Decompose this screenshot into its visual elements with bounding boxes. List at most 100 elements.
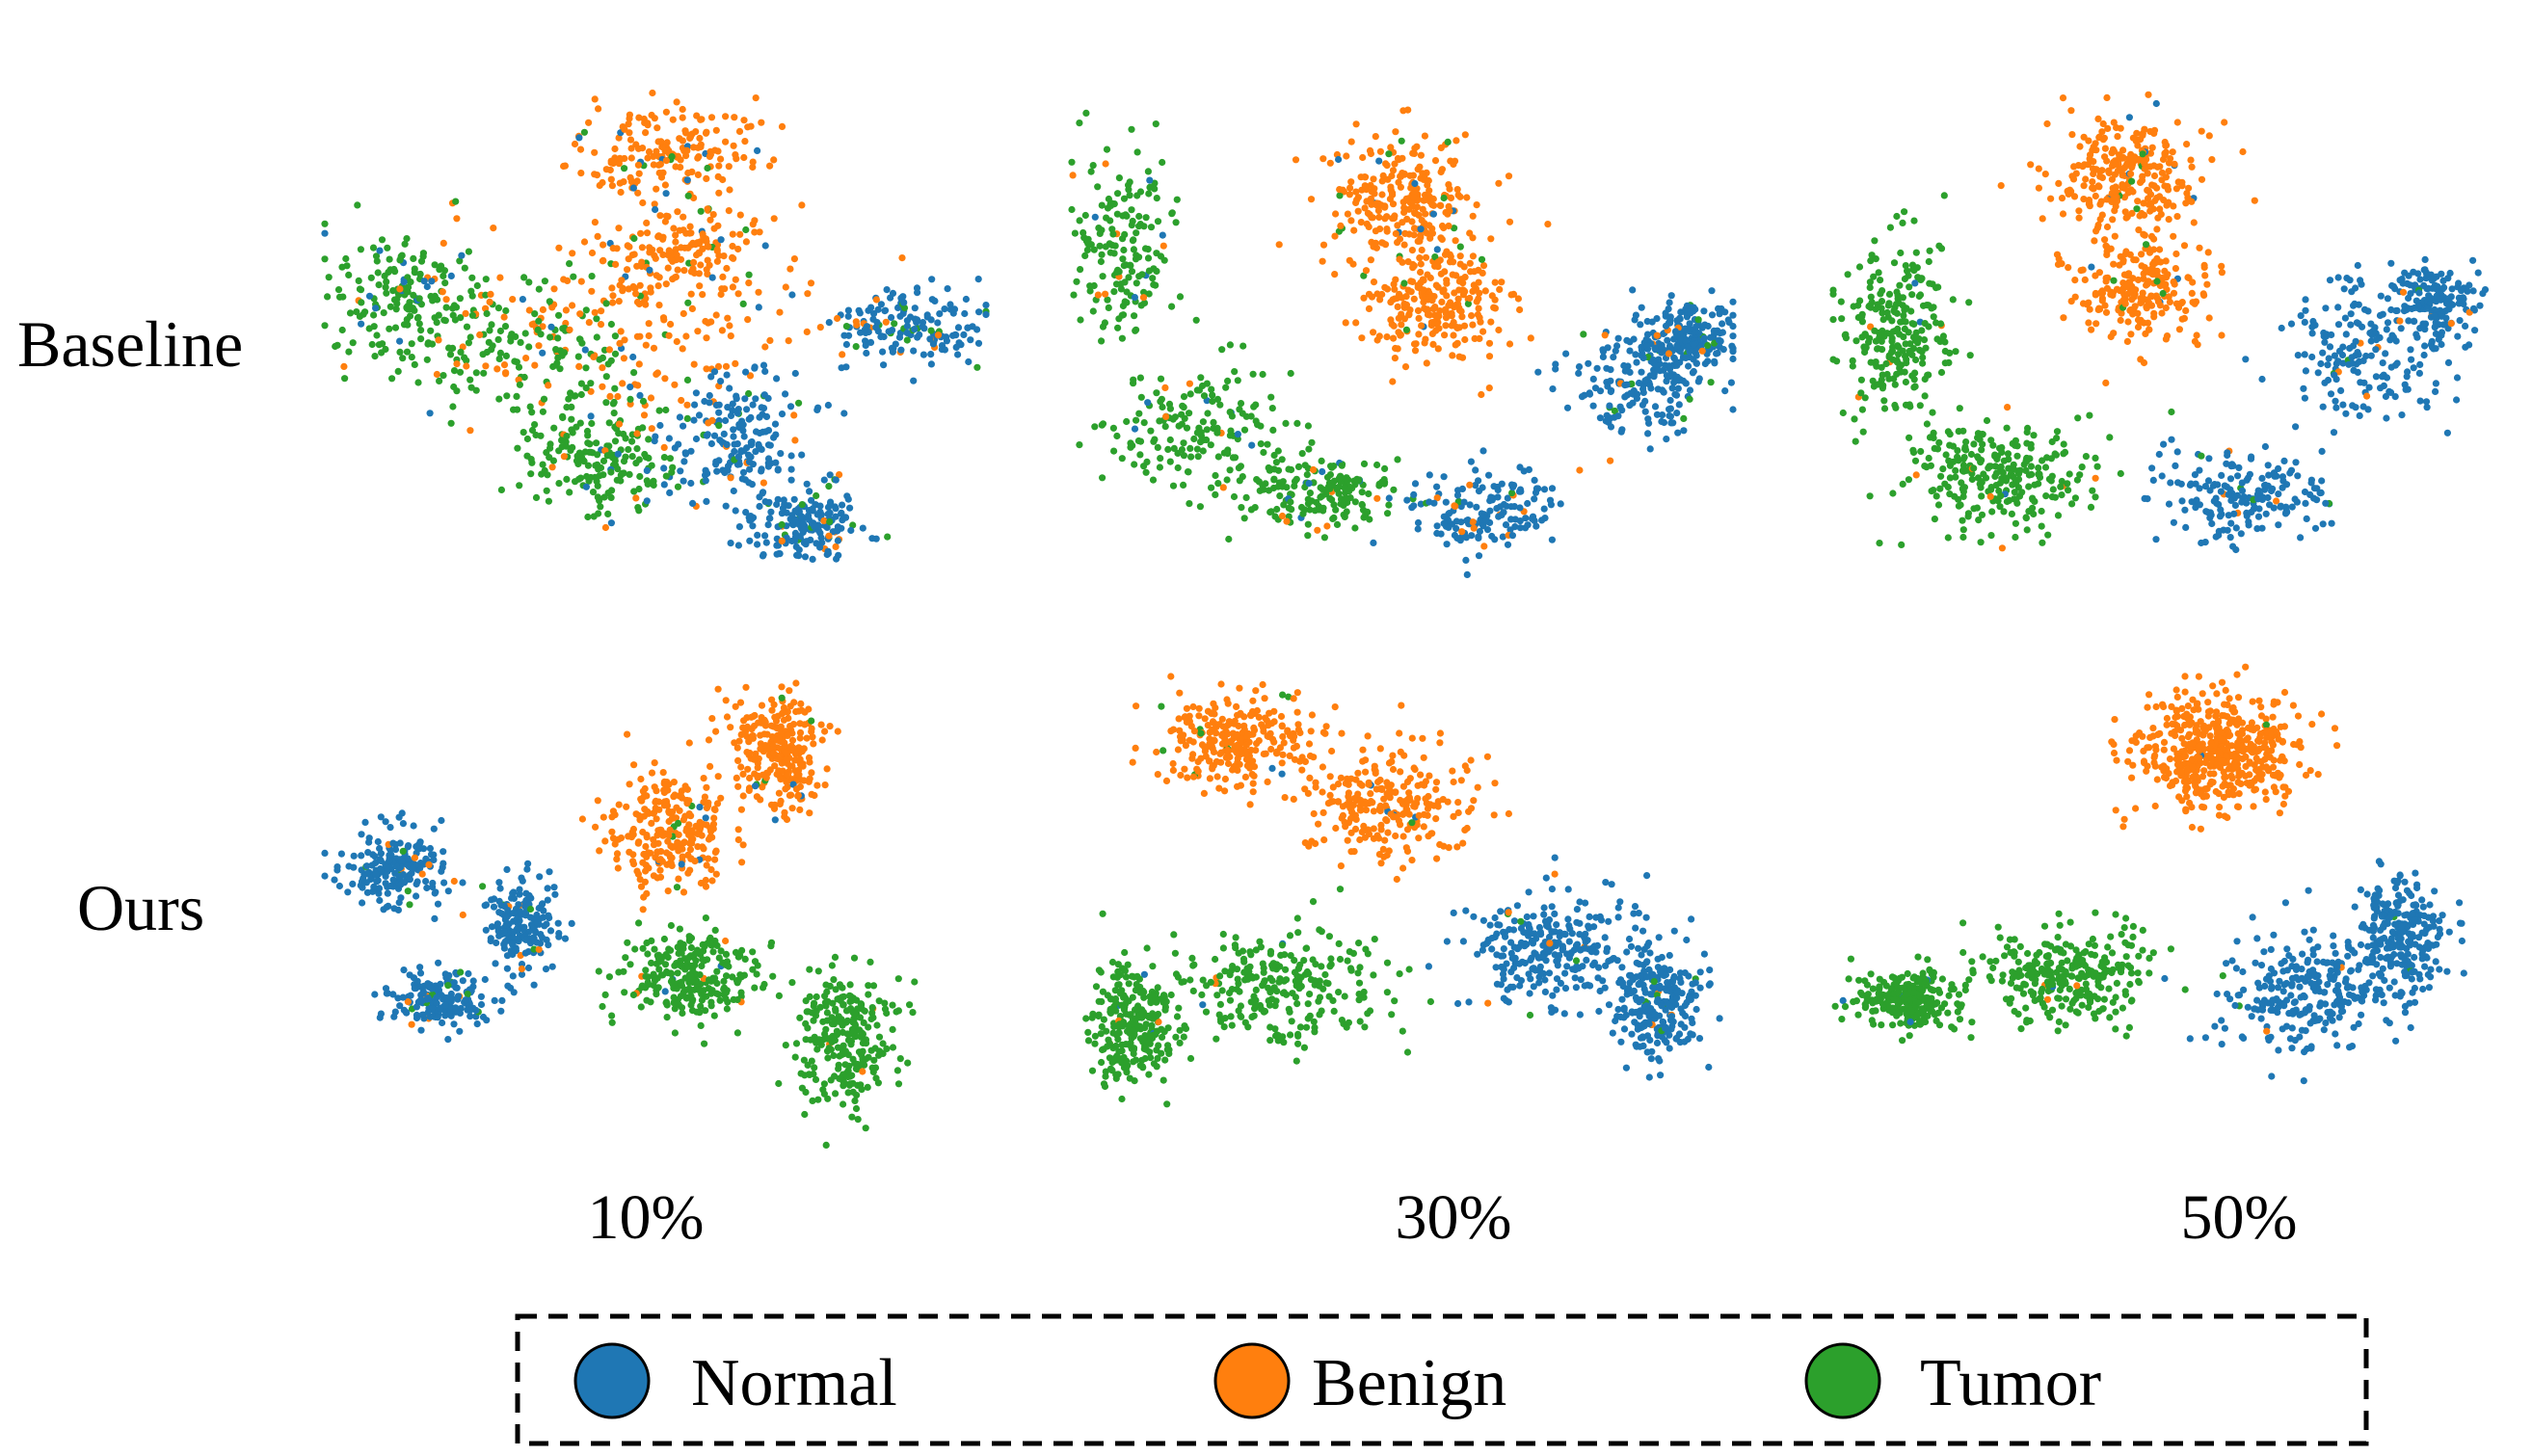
point-benign: [1342, 319, 1349, 327]
point-benign: [577, 278, 585, 285]
point-tumor: [1901, 275, 1908, 283]
point-benign: [576, 146, 585, 153]
point-tumor: [1949, 442, 1958, 450]
point-tumor: [1157, 398, 1164, 406]
point-normal: [845, 331, 853, 339]
point-benign: [674, 266, 681, 274]
point-benign: [580, 238, 589, 246]
point-normal: [745, 451, 753, 459]
point-benign: [2189, 278, 2197, 286]
point-tumor: [2168, 408, 2175, 416]
point-benign: [476, 331, 484, 339]
point-benign: [639, 199, 647, 207]
point-benign: [439, 288, 446, 296]
point-benign: [1418, 217, 1426, 225]
point-tumor: [1998, 448, 2006, 456]
point-tumor: [1137, 393, 1145, 401]
point-benign: [2205, 132, 2213, 140]
point-tumor: [1125, 186, 1133, 194]
point-normal: [734, 453, 743, 461]
point-tumor: [378, 349, 386, 357]
point-normal: [874, 328, 882, 335]
point-tumor: [1866, 334, 1874, 342]
point-normal: [911, 304, 919, 312]
point-tumor: [1214, 480, 1222, 488]
point-benign: [1354, 194, 1362, 201]
point-benign: [1319, 257, 1326, 265]
point-tumor: [1111, 242, 1119, 250]
point-tumor: [588, 419, 596, 428]
point-tumor: [486, 327, 493, 334]
point-normal: [1453, 491, 1462, 499]
point-tumor: [605, 419, 613, 427]
point-tumor: [1226, 409, 1234, 416]
point-benign: [744, 765, 752, 773]
point-tumor: [574, 460, 582, 468]
point-benign: [482, 362, 490, 370]
point-tumor: [552, 346, 560, 354]
point-tumor: [1921, 392, 1929, 400]
point-normal: [813, 540, 820, 547]
point-normal: [2165, 500, 2173, 508]
point-tumor: [1172, 219, 1180, 226]
point-normal: [742, 368, 750, 376]
point-normal: [735, 523, 744, 531]
point-benign: [2055, 254, 2063, 263]
point-normal: [2403, 373, 2411, 381]
point-normal: [2465, 341, 2473, 349]
point-normal: [1682, 380, 1690, 387]
point-tumor: [1237, 400, 1245, 408]
point-tumor: [1114, 190, 1122, 198]
point-tumor: [2078, 463, 2086, 471]
point-tumor: [630, 369, 638, 377]
point-normal: [2155, 450, 2163, 459]
point-normal: [2322, 304, 2330, 312]
point-benign: [1414, 166, 1422, 173]
point-benign: [1467, 268, 1475, 276]
point-normal: [715, 401, 723, 409]
point-tumor: [1975, 454, 1983, 462]
point-normal: [1674, 429, 1682, 437]
point-tumor: [1240, 426, 1249, 434]
point-tumor: [1871, 237, 1879, 245]
point-benign: [1450, 160, 1457, 169]
point-normal: [873, 319, 881, 327]
point-tumor: [1944, 534, 1952, 542]
point-tumor: [1322, 490, 1330, 498]
point-normal: [773, 500, 781, 509]
point-benign: [1394, 303, 1401, 310]
point-tumor: [578, 339, 586, 347]
point-tumor: [1140, 223, 1148, 230]
point-benign: [782, 283, 789, 291]
point-tumor: [456, 368, 465, 376]
point-tumor: [445, 344, 453, 352]
point-normal: [1614, 412, 1622, 420]
point-normal: [803, 538, 811, 545]
point-benign: [731, 114, 738, 121]
point-benign: [2102, 278, 2110, 285]
point-benign: [566, 326, 573, 333]
point-benign: [1425, 176, 1432, 185]
point-tumor: [1127, 443, 1134, 451]
point-tumor: [360, 310, 367, 318]
point-tumor: [655, 407, 663, 414]
point-normal: [883, 286, 891, 294]
point-tumor: [415, 320, 423, 328]
point-normal: [2337, 386, 2345, 394]
point-tumor: [386, 303, 394, 310]
point-normal: [1589, 375, 1597, 383]
point-benign: [686, 133, 695, 141]
point-benign: [790, 411, 798, 419]
point-tumor: [1115, 174, 1123, 182]
point-benign: [1405, 311, 1413, 319]
point-normal: [1524, 521, 1532, 529]
point-benign: [2154, 298, 2162, 305]
point-benign: [616, 154, 624, 162]
point-tumor: [368, 340, 376, 349]
point-benign: [602, 166, 610, 173]
point-normal: [965, 357, 973, 366]
point-tumor: [2054, 512, 2063, 519]
point-tumor: [1952, 473, 1959, 481]
point-tumor: [1978, 479, 1986, 487]
point-benign: [746, 372, 755, 380]
